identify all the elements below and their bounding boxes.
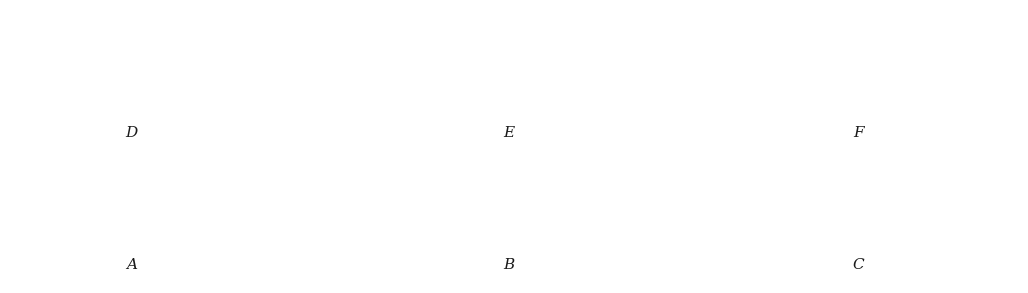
Text: A: A <box>126 258 137 272</box>
Text: B: B <box>504 258 514 272</box>
Text: D: D <box>125 126 138 140</box>
Text: E: E <box>504 126 514 140</box>
Text: F: F <box>853 126 864 140</box>
Text: C: C <box>852 258 865 272</box>
